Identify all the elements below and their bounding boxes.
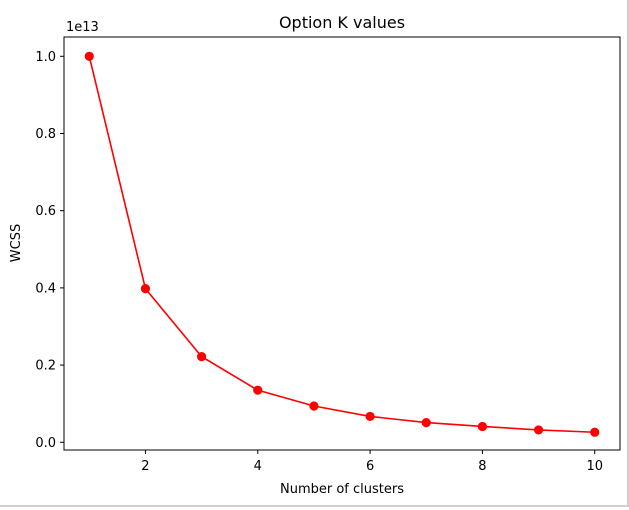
y-axis-label: WCSS [9,224,24,262]
data-point [253,385,263,395]
plot-area-background [64,37,620,450]
y-tick-label: 0.2 [35,359,56,374]
data-point [365,411,375,422]
x-tick-label: 10 [586,459,603,474]
data-point [477,421,488,432]
x-tick-label: 8 [478,459,486,474]
data-point [84,51,94,61]
series-layer [84,51,600,437]
y-tick-label: 1.0 [35,50,56,65]
x-axis-label: Number of clusters [280,482,404,497]
data-point [140,284,151,294]
data-point [590,427,600,437]
data-point [196,351,207,362]
x-tick-label: 4 [254,459,262,474]
x-axis: 2 4 6 8 10 [141,450,603,474]
x-tick-label: 2 [141,459,149,474]
data-point [533,425,544,435]
y-tick-label: 0.4 [35,281,56,296]
y-tick-label: 0.6 [35,204,56,219]
y-axis-offset-label: 1e13 [66,20,99,35]
data-point [421,417,431,428]
y-axis: 0.0 0.2 0.4 0.6 0.8 1.0 [35,50,64,451]
plot-frame [63,36,621,451]
y-tick-label: 0.0 [35,436,56,451]
chart-title: Option K values [279,13,405,32]
series-line [88,56,595,434]
y-tick-label: 0.8 [35,127,56,142]
x-tick-label: 6 [366,459,374,474]
data-point [309,401,319,411]
